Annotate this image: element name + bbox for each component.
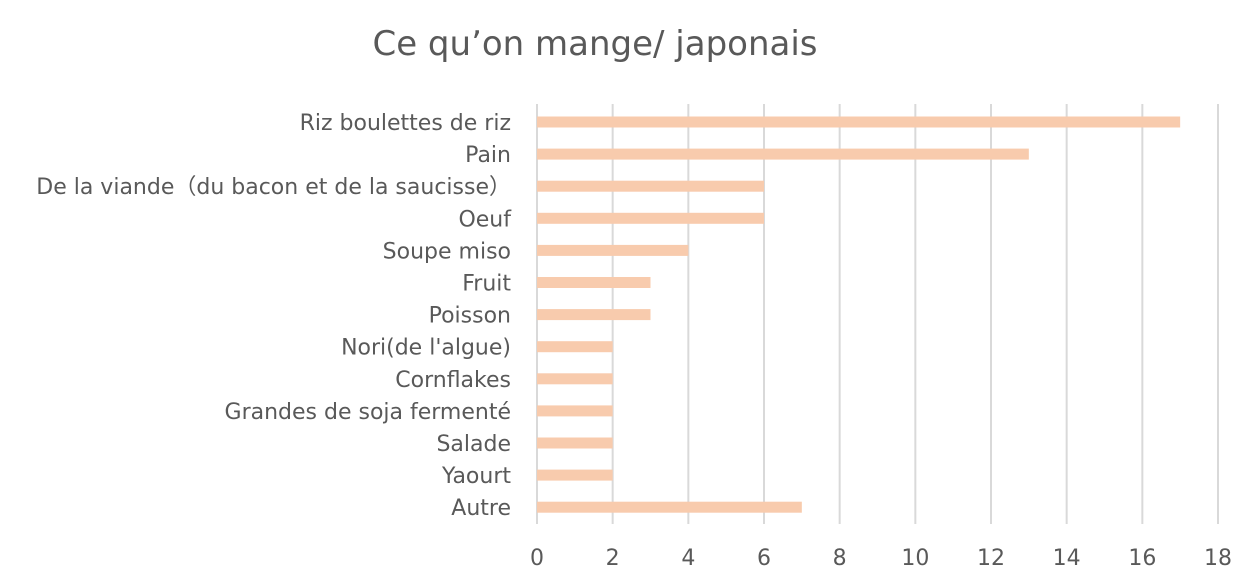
category-label: Salade xyxy=(436,432,511,457)
bar xyxy=(537,309,651,321)
category-label: Cornflakes xyxy=(395,368,511,393)
category-labels: Riz boulettes de riz Pain De la viande（du … xyxy=(36,111,512,521)
x-tick-label: 18 xyxy=(1204,546,1232,571)
category-label: Oeuf xyxy=(458,207,512,232)
category-label: Riz boulettes de riz xyxy=(300,111,511,136)
bars xyxy=(537,116,1181,513)
x-tick-label: 12 xyxy=(977,546,1005,571)
x-tick-label: 14 xyxy=(1053,546,1081,571)
category-label: Nori(de l'algue) xyxy=(341,336,511,361)
x-tick-label: 8 xyxy=(833,546,847,571)
bar xyxy=(537,277,651,288)
x-tick-label: 0 xyxy=(530,546,544,571)
x-tick-label: 4 xyxy=(681,546,695,571)
x-tick-label: 16 xyxy=(1128,546,1156,571)
bar xyxy=(537,341,613,353)
bar xyxy=(537,501,802,513)
chart-title: Ce qu’on mange/ japonais xyxy=(372,24,818,64)
x-tick-label: 6 xyxy=(757,546,771,571)
category-label: De la viande（du bacon et de la saucisse） xyxy=(36,175,511,200)
bar xyxy=(537,244,689,256)
bar xyxy=(537,437,613,449)
bar xyxy=(537,469,613,481)
bar xyxy=(537,212,764,224)
category-label: Grandes de soja fermenté xyxy=(225,400,511,425)
category-label: Soupe miso xyxy=(383,239,511,264)
bar xyxy=(537,148,1029,160)
bar xyxy=(537,405,613,417)
category-label: Yaourt xyxy=(441,464,511,489)
x-tick-label: 10 xyxy=(901,546,929,571)
bar xyxy=(537,180,764,192)
x-tick-label: 2 xyxy=(606,546,620,571)
category-label: Pain xyxy=(465,143,511,168)
bar xyxy=(537,116,1181,128)
category-label: Fruit xyxy=(462,272,511,297)
category-label: Autre xyxy=(451,496,511,521)
bar xyxy=(537,373,613,385)
x-tick-labels: 0 2 4 6 8 10 12 14 16 18 xyxy=(530,546,1232,571)
category-label: Poisson xyxy=(429,304,511,329)
